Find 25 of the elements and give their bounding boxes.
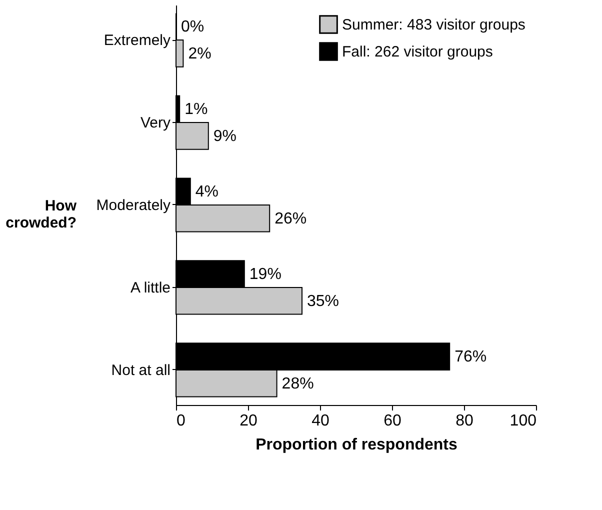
x-tick-label: 0 bbox=[176, 412, 186, 430]
data-label: 4% bbox=[195, 184, 219, 201]
y-tick-label: Moderately bbox=[96, 197, 171, 214]
y-tick-label: Very bbox=[140, 114, 171, 132]
legend-label: Fall: 262 visitor groups bbox=[342, 44, 493, 60]
data-label: 35% bbox=[307, 292, 340, 310]
data-label: 9% bbox=[213, 128, 237, 145]
data-label: 76% bbox=[454, 348, 487, 366]
data-label: 19% bbox=[249, 266, 282, 284]
x-tick-label: 60 bbox=[384, 412, 402, 430]
legend-label: Summer: 483 visitor groups bbox=[342, 16, 526, 34]
x-tick-label: 20 bbox=[240, 412, 258, 430]
y-tick-label: Extremely bbox=[104, 32, 171, 50]
x-tick-label: 80 bbox=[456, 412, 474, 430]
data-label: 0% bbox=[181, 18, 204, 36]
data-label: 26% bbox=[274, 210, 307, 228]
data-label: 2% bbox=[188, 45, 212, 62]
x-tick-label: 40 bbox=[312, 412, 330, 430]
x-tick-label: 100 bbox=[510, 412, 537, 430]
x-axis-title: Proportion of respondents bbox=[256, 436, 458, 454]
y-axis-title: How crowded? bbox=[6, 198, 77, 232]
data-label: 28% bbox=[282, 375, 314, 392]
y-tick-label: A little bbox=[130, 279, 170, 296]
data-label: 1% bbox=[184, 101, 208, 118]
y-tick-label: Not at all bbox=[111, 362, 170, 379]
